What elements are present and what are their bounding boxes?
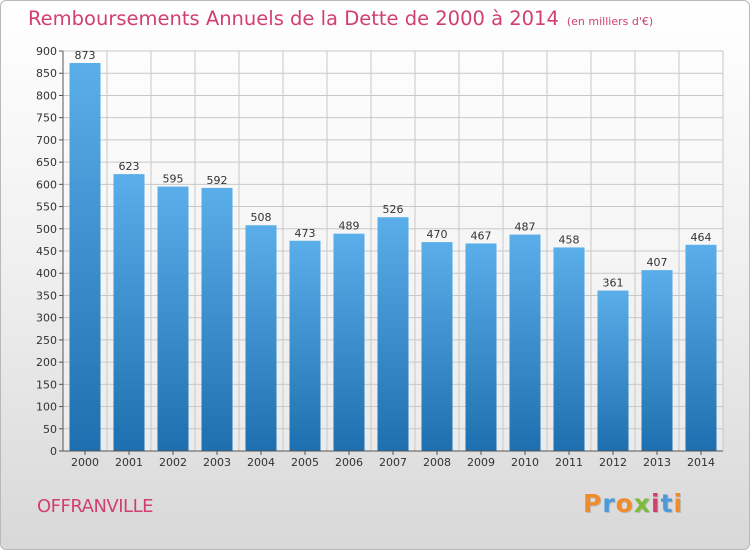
data-label: 458: [559, 233, 580, 246]
logo-letter: P: [583, 489, 603, 518]
y-tick-label: 900: [36, 45, 57, 58]
x-tick-label: 2004: [247, 456, 275, 469]
y-tick-label: 200: [36, 356, 57, 369]
data-label: 487: [515, 221, 536, 234]
bar-2006[interactable]: [333, 233, 365, 451]
data-label: 473: [295, 227, 316, 240]
data-label: 595: [163, 173, 184, 186]
bar-2011[interactable]: [553, 247, 585, 451]
y-tick-label: 100: [36, 401, 57, 414]
axes: 0 50 100 150 200 250 300 350 400 450 500 550 600 650 7…: [36, 45, 723, 469]
x-tick-label: 2003: [203, 456, 231, 469]
bar-2002[interactable]: [157, 186, 189, 452]
y-tick-label: 850: [36, 67, 57, 80]
proxiti-logo[interactable]: Proxiti: [583, 489, 683, 518]
x-tick-label: 2002: [159, 456, 187, 469]
bar-2008[interactable]: [421, 242, 453, 451]
x-tick-label: 2007: [379, 456, 407, 469]
x-tick-label: 2009: [467, 456, 495, 469]
y-tick-label: 500: [36, 223, 57, 236]
y-tick-label: 150: [36, 378, 57, 391]
logo-letter: i: [651, 489, 661, 518]
y-tick-label: 600: [36, 178, 57, 191]
data-label: 470: [427, 228, 448, 241]
x-tick-label: 2012: [599, 456, 627, 469]
chart-title: Remboursements Annuels de la Dette de 20…: [28, 7, 653, 30]
y-tick-label: 650: [36, 156, 57, 169]
x-tick-label: 2013: [643, 456, 671, 469]
data-label: 489: [339, 220, 360, 233]
data-label: 592: [207, 174, 228, 187]
logo-letter: o: [615, 489, 634, 518]
y-tick-label: 400: [36, 267, 57, 280]
data-label: 407: [647, 256, 668, 269]
x-tick-label: 2000: [71, 456, 99, 469]
x-tick-label: 2010: [511, 456, 539, 469]
data-label: 467: [471, 229, 492, 242]
y-tick-label: 0: [50, 445, 57, 458]
data-label: 508: [251, 211, 272, 224]
x-tick-label: 2008: [423, 456, 451, 469]
data-label: 526: [383, 203, 404, 216]
x-tick-label: 2005: [291, 456, 319, 469]
y-tick-label: 450: [36, 245, 57, 258]
y-tick-label: 550: [36, 201, 57, 214]
bar-2007[interactable]: [377, 217, 409, 451]
commune-name: OFFRANVILLE: [37, 496, 153, 517]
bar-2001[interactable]: [113, 174, 145, 451]
x-tick-label: 2014: [687, 456, 715, 469]
y-tick-label: 300: [36, 312, 57, 325]
bar-2004[interactable]: [245, 225, 277, 451]
logo-letter: i: [673, 489, 684, 518]
chart-subtitle: (en milliers d'€): [566, 15, 654, 28]
data-label: 464: [691, 231, 712, 244]
y-tick-label: 350: [36, 289, 57, 302]
bar-2014[interactable]: [685, 244, 717, 451]
data-label: 873: [75, 49, 96, 62]
logo-letter: x: [633, 489, 651, 518]
bar-2012[interactable]: [597, 290, 629, 451]
bar-2000[interactable]: [69, 63, 101, 451]
y-tick-label: 750: [36, 112, 57, 125]
x-tick-label: 2006: [335, 456, 363, 469]
y-tick-label: 250: [36, 334, 57, 347]
y-tick-label: 800: [36, 89, 57, 102]
bar-2005[interactable]: [289, 240, 321, 451]
bar-2013[interactable]: [641, 270, 673, 451]
x-tick-label: 2011: [555, 456, 583, 469]
logo-letter: r: [602, 489, 616, 518]
y-tick-label: 50: [43, 423, 57, 436]
bar-2009[interactable]: [465, 243, 497, 451]
y-tick-label: 700: [36, 134, 57, 147]
bars: 873 623 595 592 508 473 489 526 470 467 487 458 361 4…: [69, 49, 717, 452]
logo-letter: t: [660, 489, 674, 518]
title-text: Remboursements Annuels de la Dette de 20…: [28, 7, 559, 30]
x-tick-label: 2001: [115, 456, 143, 469]
data-label: 361: [603, 277, 624, 290]
data-label: 623: [119, 160, 140, 173]
bar-2010[interactable]: [509, 234, 541, 451]
bar-2003[interactable]: [201, 187, 233, 451]
